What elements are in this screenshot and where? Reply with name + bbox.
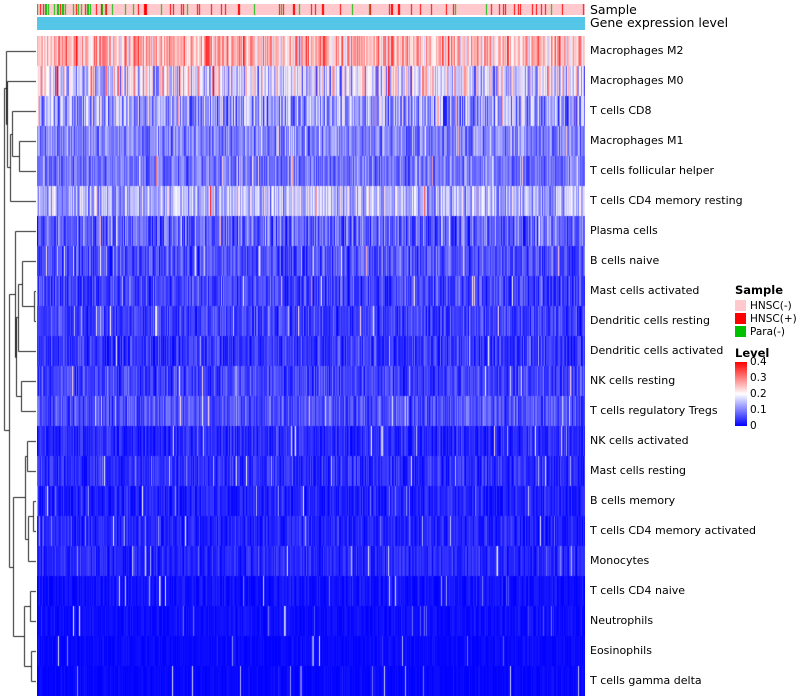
row-label: Dendritic cells activated (590, 344, 724, 357)
legend-color-swatch (735, 300, 746, 311)
row-label: B cells memory (590, 494, 676, 507)
sample-legend-title: Sample (735, 283, 783, 297)
row-label: B cells naive (590, 254, 660, 267)
row-label: Dendritic cells resting (590, 314, 710, 327)
sample-legend-item: Para(-) (735, 325, 799, 338)
row-label: T cells CD4 memory activated (590, 524, 756, 537)
row-label: T cells CD4 naive (590, 584, 686, 597)
row-label: NK cells activated (590, 434, 689, 447)
row-label: T cells follicular helper (590, 164, 715, 177)
sample-legend-item: HNSC(-) (735, 299, 799, 312)
gene-expression-annotation-track (37, 17, 585, 30)
row-label: Macrophages M1 (590, 134, 684, 147)
legend-color-swatch (735, 326, 746, 337)
sample-legend-items: HNSC(-) HNSC(+) Para(-) (735, 299, 799, 338)
row-label: T cells CD4 memory resting (590, 194, 743, 207)
gene-expression-track-label: Gene expression level (590, 15, 729, 30)
sample-legend-item: HNSC(+) (735, 312, 799, 325)
row-label: T cells regulatory Tregs (590, 404, 718, 417)
legend-item-label: HNSC(-) (750, 299, 792, 312)
row-label: Monocytes (590, 554, 650, 567)
legend-panel: Sample HNSC(-) HNSC(+) Para(-) Level 0.4 0.… (735, 283, 799, 432)
level-legend: Level 0.4 0.3 0.2 0.1 0 (735, 346, 799, 432)
level-color-scale (735, 362, 747, 426)
heatmap-canvas (37, 36, 585, 696)
row-label: Macrophages M2 (590, 44, 684, 57)
row-label: Plasma cells (590, 224, 658, 237)
level-tick-label: 0.4 (750, 356, 767, 368)
sample-track-label: Sample (590, 2, 637, 17)
row-label: Mast cells resting (590, 464, 687, 477)
level-tick-label: 0.3 (750, 372, 767, 384)
level-tick-labels: 0.4 0.3 0.2 0.1 0 (750, 356, 782, 432)
level-tick-label: 0 (750, 420, 757, 432)
row-label: Eosinophils (590, 644, 652, 657)
legend-item-label: Para(-) (750, 325, 786, 338)
row-dendrogram (2, 36, 36, 696)
level-tick-label: 0.2 (750, 388, 767, 400)
level-tick-label: 0.1 (750, 404, 767, 416)
row-label: T cells gamma delta (590, 674, 702, 687)
legend-color-swatch (735, 313, 746, 324)
sample-annotation-track (37, 4, 585, 15)
row-label: NK cells resting (590, 374, 676, 387)
row-label: T cells CD8 (590, 104, 652, 117)
row-label: Macrophages M0 (590, 74, 684, 87)
row-label: Neutrophils (590, 614, 654, 627)
legend-item-label: HNSC(+) (750, 312, 797, 325)
row-label: Mast cells activated (590, 284, 700, 297)
level-legend-title: Level (735, 346, 770, 360)
